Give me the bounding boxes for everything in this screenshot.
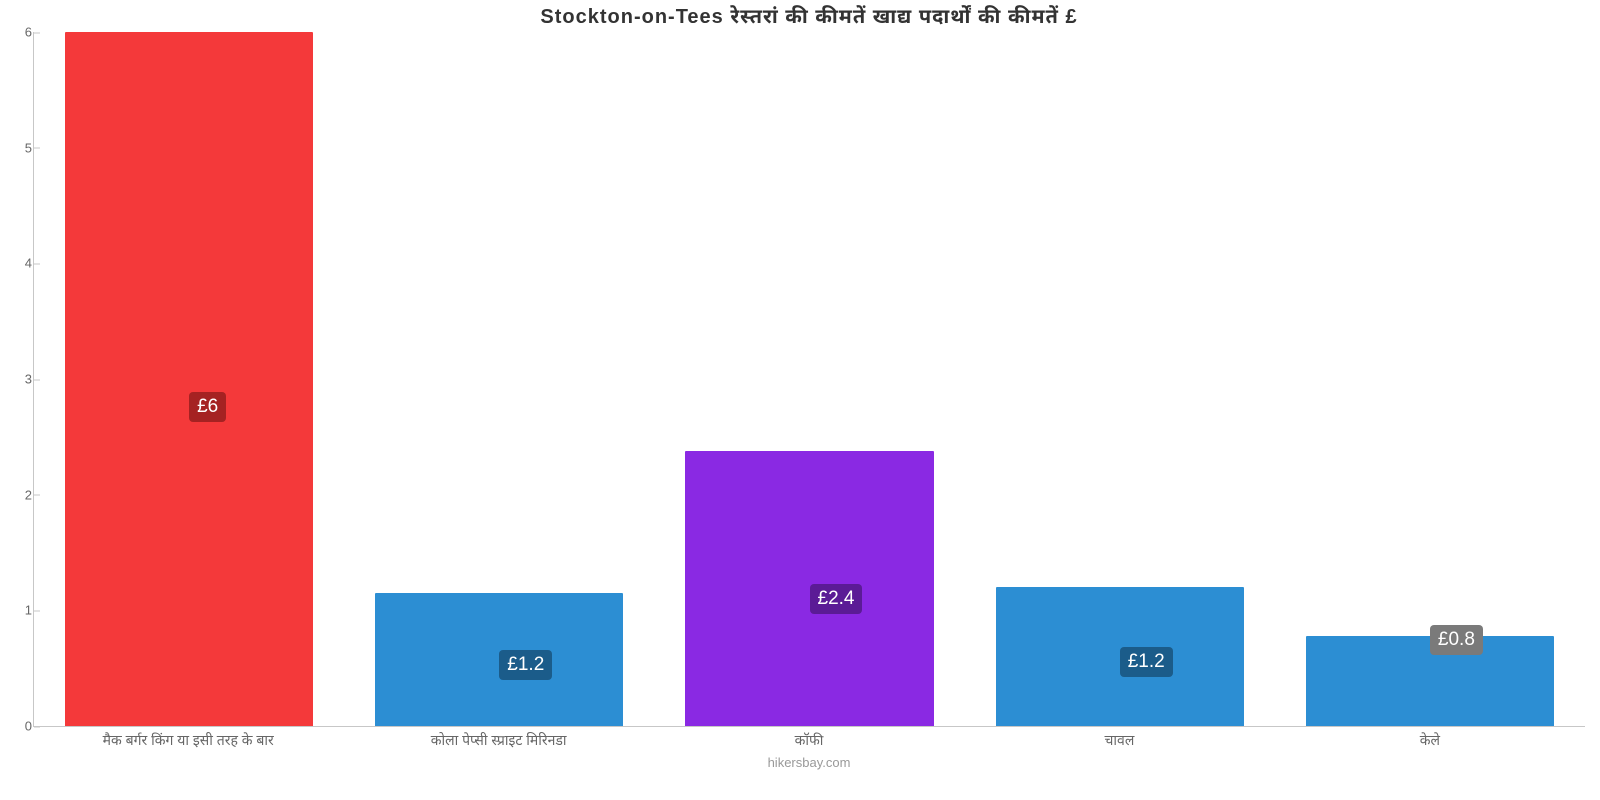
- y-tick: 4: [12, 256, 32, 271]
- bar-category: £1.2: [344, 32, 654, 726]
- y-tick: 0: [12, 719, 32, 734]
- y-tick: 1: [12, 603, 32, 618]
- x-label: कोला पेप्सी स्प्राइट मिरिनडा: [343, 732, 653, 751]
- x-label: चावल: [964, 732, 1274, 751]
- x-axis-labels: मैक बर्गर किंग या इसी तरह के बारकोला पेप…: [33, 732, 1585, 751]
- y-tick: 6: [12, 25, 32, 40]
- bar-category: £0.8: [1275, 32, 1585, 726]
- value-badge: £6: [189, 392, 226, 422]
- bar: £6: [65, 32, 313, 726]
- x-label: केले: [1275, 732, 1585, 751]
- value-badge: £0.8: [1430, 625, 1483, 655]
- chart-container: Stockton-on-Tees रेस्तरां की कीमतें खाद्…: [33, 0, 1585, 775]
- y-tick: 2: [12, 487, 32, 502]
- bar: £2.4: [685, 451, 933, 726]
- y-tick: 3: [12, 372, 32, 387]
- y-tick: 5: [12, 140, 32, 155]
- bar: £1.2: [375, 593, 623, 726]
- bar-category: £6: [34, 32, 344, 726]
- value-badge: £2.4: [810, 584, 863, 614]
- chart-title: Stockton-on-Tees रेस्तरां की कीमतें खाद्…: [33, 6, 1585, 32]
- plot-area: £6£1.2£2.4£1.2£0.8 0123456: [33, 32, 1585, 727]
- value-badge: £1.2: [499, 650, 552, 680]
- bar-category: £2.4: [654, 32, 964, 726]
- source-label: hikersbay.com: [33, 755, 1585, 770]
- x-label: कॉफी: [654, 732, 964, 751]
- bars-row: £6 £1.2 £2.4 £1.2 £0.8: [34, 32, 1585, 726]
- bar: £0.8: [1306, 636, 1554, 726]
- bar: £1.2: [996, 587, 1244, 726]
- value-badge: £1.2: [1120, 647, 1173, 677]
- x-label: मैक बर्गर किंग या इसी तरह के बार: [33, 732, 343, 751]
- bar-category: £1.2: [965, 32, 1275, 726]
